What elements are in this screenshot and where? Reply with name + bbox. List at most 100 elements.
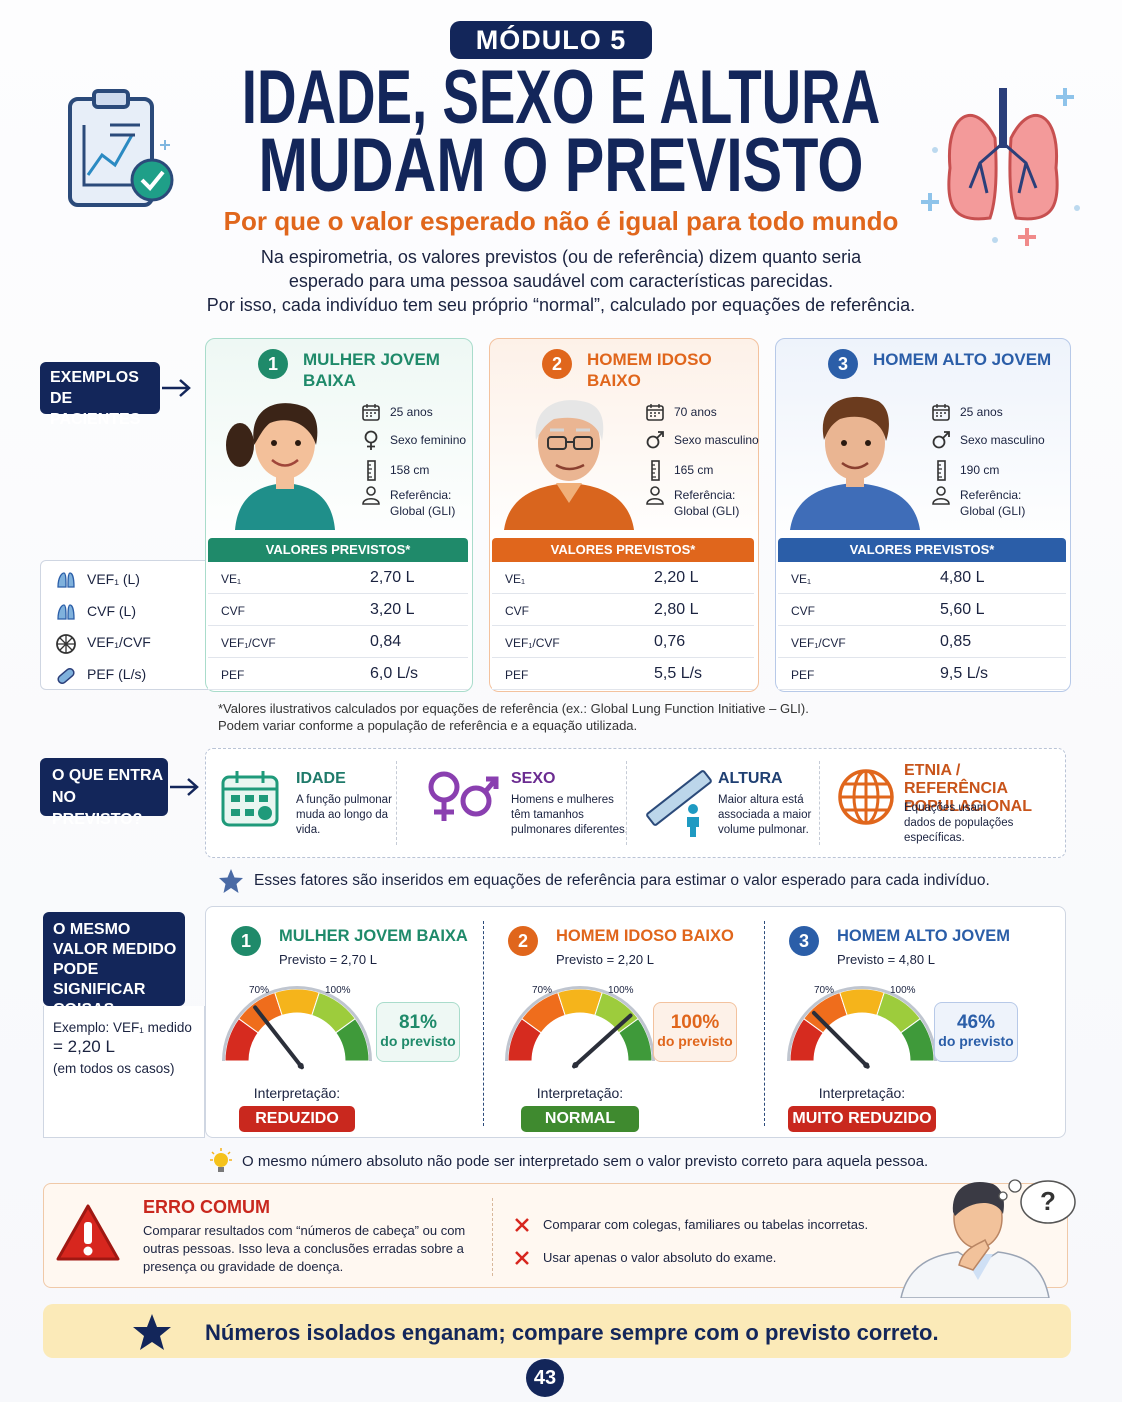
legend-label: PEF (L/s) (87, 665, 147, 682)
percent: 81% (398, 1012, 438, 1033)
footnote-line: *Valores ilustrativos calculados por equ… (218, 701, 809, 716)
percent-box: 81% do previsto (376, 1002, 460, 1062)
patient-illustration (790, 396, 920, 530)
patient-name: HOMEM IDOSO BAIXO (587, 350, 712, 390)
gauge-tick-label: 100% (325, 985, 351, 996)
row-value: 9,5 L/s (940, 665, 989, 682)
x-icon (515, 1251, 529, 1265)
intro: Na espirometria, os valores previstos (o… (0, 245, 1122, 317)
percent: 100% (670, 1012, 720, 1033)
legend-box: VEF₁ (L) CVF (L) VEF₁/CVF PEF (L/s) (40, 560, 210, 690)
error-bullet: Usar apenas o valor absoluto do exame. (543, 1250, 777, 1265)
divider (626, 761, 627, 845)
row-label: VE₁ (791, 572, 812, 586)
intro-line: Por isso, cada indivíduo tem seu próprio… (206, 295, 916, 315)
legend-label: VEF₁/CVF (87, 634, 151, 650)
example-line: (em todos os casos) (53, 1061, 175, 1076)
result-badge: REDUZIDO (239, 1106, 355, 1132)
section-label: O MESMO VALOR MEDIDO PODE SIGNIFICAR COI… (43, 912, 185, 1038)
row-value: 0,85 (940, 633, 972, 650)
table-title: VALORES PREVISTOS* (492, 538, 754, 562)
arrow (170, 778, 199, 796)
row-label: VEF₁/CVF (791, 636, 846, 650)
star-icon (219, 869, 243, 893)
divider (492, 1198, 493, 1276)
gauge-name: MULHER JOVEM BAIXA (279, 927, 468, 945)
error-text: Comparar resultados com “números de cabe… (143, 1223, 466, 1274)
lungs-icon (921, 88, 1080, 246)
row-value: 3,20 L (370, 601, 415, 618)
table-row (492, 562, 754, 594)
divider (483, 921, 484, 1126)
row-label: PEF (221, 668, 245, 682)
row-label: CVF (505, 604, 529, 618)
legend-icon (57, 603, 75, 620)
gauge-name: HOMEM ALTO JOVEM (837, 927, 1010, 945)
info-icon (937, 460, 946, 481)
star-icon (133, 1314, 171, 1350)
factors-note: Esses fatores são inseridos em equações … (254, 872, 990, 889)
legend-label: VEF₁ (L) (87, 571, 140, 587)
error-title: ERRO COMUM (143, 1197, 270, 1217)
tip: O mesmo número absoluto não pode ser int… (242, 1153, 929, 1170)
gauges-box: 1 MULHER JOVEM BAIXA Previsto = 2,70 L 70% 1… (205, 906, 1066, 1138)
warning-icon (56, 1204, 120, 1261)
gauge-tick-label: 100% (890, 985, 916, 996)
info-icon (646, 486, 664, 505)
gauge (222, 986, 372, 1070)
table-row (492, 594, 754, 626)
factor-icon (428, 771, 499, 821)
title-line: MUDAM O PREVISTO (258, 123, 864, 208)
predicted: Previsto = 2,70 L (279, 952, 377, 967)
intro-line: Na espirometria, os valores previstos (o… (260, 247, 862, 267)
table-row (778, 562, 1066, 594)
factor-title: SEXO (511, 770, 556, 787)
divider (396, 761, 397, 845)
info-icon (646, 431, 664, 449)
number-badge: 2 (542, 349, 572, 379)
info-icon (932, 486, 950, 505)
info-icon (364, 430, 378, 450)
info-reference: Referência: Global (GLI) (960, 488, 1026, 518)
row-value: 4,80 L (940, 569, 985, 586)
number-badge: 3 (828, 349, 858, 379)
interpretation-label: Interpretação: (253, 1085, 341, 1101)
gauge-tick-label: 70% (532, 985, 553, 996)
number-badge: 2 (508, 926, 538, 956)
gauge-tick-label: 70% (814, 985, 835, 996)
legend-icon (56, 634, 76, 654)
subtitle: Por que o valor esperado não é igual par… (223, 206, 899, 236)
row-label: PEF (791, 668, 815, 682)
row-value: 5,60 L (940, 601, 985, 618)
table-title: VALORES PREVISTOS* (778, 538, 1066, 562)
patient-illustration (226, 403, 335, 530)
gauge-tick-label: 100% (608, 985, 634, 996)
row-label: CVF (221, 604, 245, 618)
doctor-illustration (900, 1179, 1076, 1298)
thought-mark: ? (1040, 1186, 1056, 1216)
table-row (492, 658, 754, 690)
table-row (778, 658, 1066, 690)
factor-title: IDADE (296, 770, 346, 787)
table-row (208, 562, 468, 594)
table-row (492, 626, 754, 658)
result-badge: NORMAL (521, 1106, 639, 1132)
divider (764, 921, 765, 1126)
row-value: 2,80 L (654, 601, 699, 618)
title: IDADE, SEXO E ALTURA MUDAM O PREVISTO (0, 60, 1122, 208)
gauge (787, 986, 937, 1069)
row-value: 6,0 L/s (370, 665, 419, 682)
table-row (778, 594, 1066, 626)
interpretation-label: Interpretação: (536, 1085, 624, 1101)
gauge-tick-label: 70% (249, 985, 270, 996)
example-line: Exemplo: VEF₁ medido (53, 1020, 192, 1035)
clipboard-icon (68, 89, 174, 207)
row-label: VEF₁/CVF (505, 636, 560, 650)
info-reference: Referência: Global (GLI) (390, 488, 456, 518)
table-row (778, 626, 1066, 658)
footnote-line: Podem variar conforme a população de ref… (218, 718, 638, 733)
factor-text: Homens e mulheres têm tamanhos pulmonare… (511, 794, 628, 836)
percent: 46% (956, 1012, 996, 1033)
example-box: Exemplo: VEF₁ medido = 2,20 L (em todos … (43, 1006, 205, 1138)
legend-label: CVF (L) (87, 602, 136, 619)
